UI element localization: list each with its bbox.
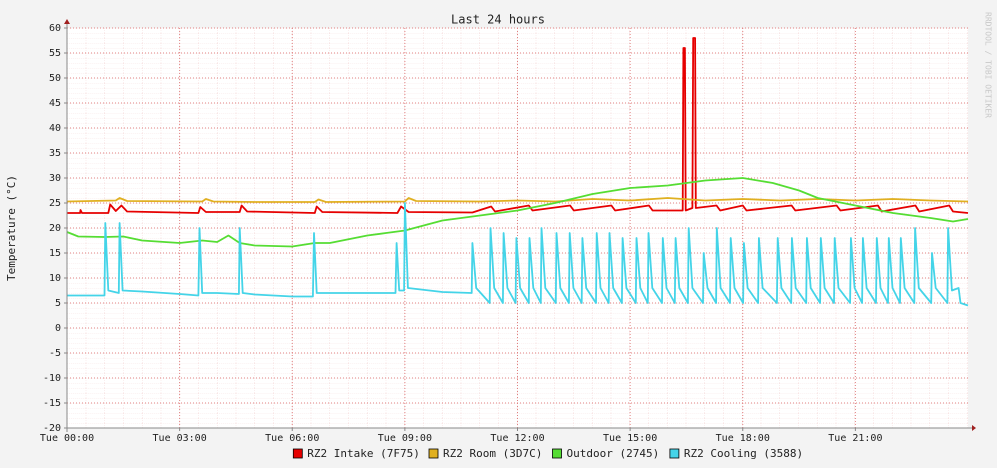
x-tick-label: Tue 15:00	[603, 433, 657, 444]
y-tick-label: -15	[43, 398, 61, 409]
legend-label: Outdoor (2745)	[567, 447, 660, 460]
legend-swatch	[428, 448, 439, 459]
y-tick-label: 55	[49, 48, 61, 59]
series-line	[67, 202, 969, 307]
legend-swatch	[669, 448, 680, 459]
y-tick-label: 10	[49, 273, 61, 284]
legend-label: RZ2 Intake (7F75)	[307, 447, 420, 460]
y-tick-label: 20	[49, 223, 61, 234]
y-tick-label: 40	[49, 123, 61, 134]
x-tick-label: Tue 12:00	[490, 433, 544, 444]
x-tick-label: Tue 00:00	[40, 433, 94, 444]
x-arrow	[972, 425, 976, 431]
x-tick-label: Tue 03:00	[153, 433, 207, 444]
y-tick-label: 50	[49, 73, 61, 84]
y-tick-label: 35	[49, 148, 61, 159]
y-tick-label: 25	[49, 198, 61, 209]
legend-label: RZ2 Cooling (3588)	[684, 447, 803, 460]
series-line	[66, 177, 969, 248]
y-axis-label: Temperature (°C)	[5, 175, 18, 281]
series-lines	[66, 37, 969, 307]
watermark: RRDTOOL / TOBI OETIKER	[984, 12, 993, 118]
legend-label: RZ2 Room (3D7C)	[443, 447, 542, 460]
axes: -20 -15 -10 -5 0 5 10 15 20 25 30 35 40 45 50 55 60 Tue 0…	[40, 19, 976, 444]
legend-swatch	[552, 448, 562, 459]
y-tick-label: 15	[49, 248, 61, 259]
chart-title: Last 24 hours	[451, 13, 545, 27]
y-tick-label: 0	[55, 323, 61, 334]
y-tick-label: 5	[55, 298, 61, 309]
grid	[66, 27, 968, 429]
legend-swatch	[292, 448, 303, 459]
y-tick-label: 60	[49, 23, 61, 34]
x-tick-label: Tue 21:00	[828, 433, 882, 444]
series-line	[66, 197, 969, 203]
y-tick-label: -20	[43, 423, 61, 434]
y-arrow	[64, 19, 70, 24]
x-tick-label: Tue 18:00	[716, 433, 770, 444]
x-tick-label: Tue 06:00	[265, 433, 319, 444]
legend: RZ2 Intake (7F75) RZ2 Room (3D7C) Outdoor …	[292, 447, 803, 460]
y-tick-label: 45	[49, 98, 61, 109]
y-tick-label: -5	[49, 348, 61, 359]
y-tick-label: 30	[49, 173, 61, 184]
y-tick-label: -10	[43, 373, 61, 384]
series-line	[67, 37, 969, 214]
x-tick-label: Tue 09:00	[378, 433, 432, 444]
